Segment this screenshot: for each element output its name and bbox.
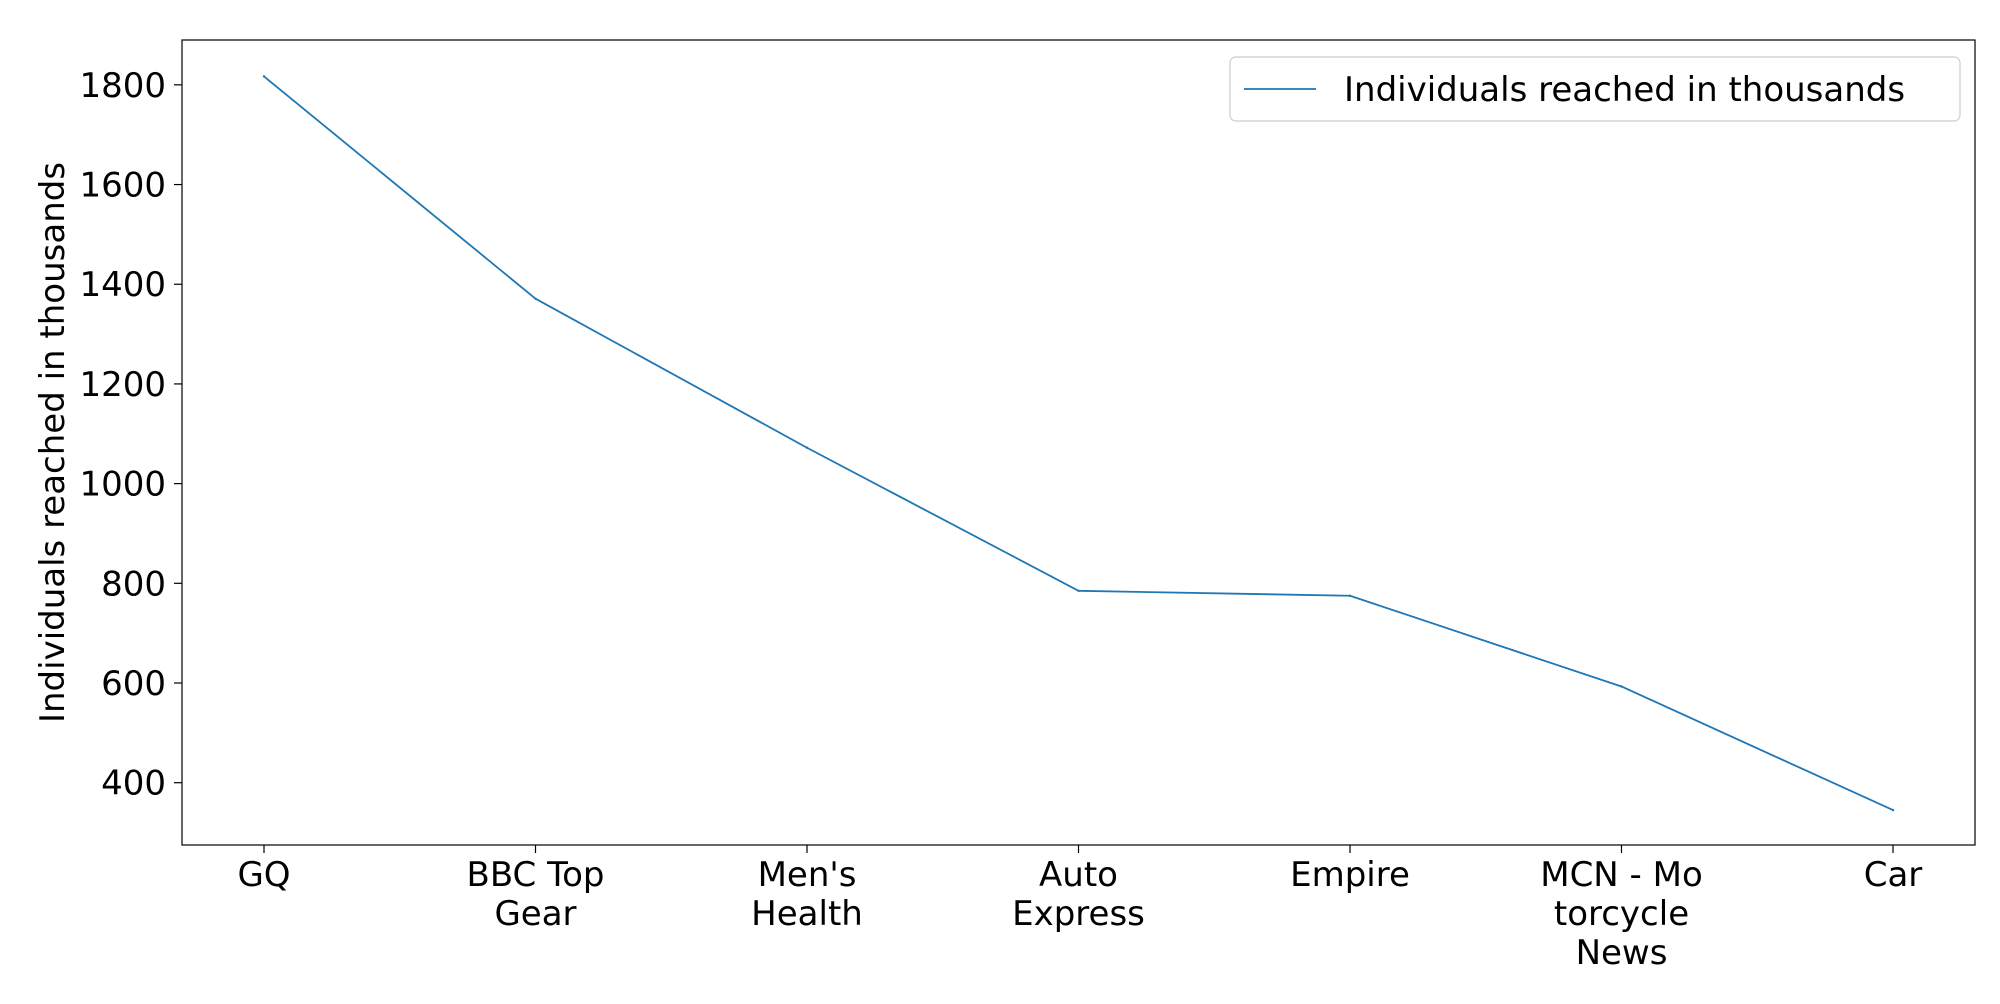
x-tick-label-line: MCN - Mo	[1540, 855, 1703, 895]
data-point-0	[262, 75, 266, 78]
legend: Individuals reached in thousands	[1229, 56, 1961, 122]
x-tick-label-4: Empire	[1290, 855, 1410, 895]
x-tick-label-line: Health	[751, 894, 863, 934]
y-tick-label-800: 800	[101, 564, 166, 604]
y-tick-label-1200: 1200	[79, 365, 166, 405]
data-point-3	[1077, 589, 1080, 592]
y-tick-label-400: 400	[101, 764, 166, 804]
x-tick-label-line: Empire	[1290, 855, 1410, 895]
y-tick-label-1400: 1400	[79, 265, 166, 305]
y-tick-label-1800: 1800	[79, 66, 166, 106]
data-point-6	[1891, 808, 1895, 812]
y-tick-label-1600: 1600	[79, 166, 166, 206]
x-tick-label-line: News	[1576, 933, 1668, 973]
data-point-1	[534, 297, 537, 300]
y-tick-label-1000: 1000	[79, 465, 166, 505]
y-tick-label-600: 600	[101, 664, 166, 704]
x-tick-label-line: Express	[1012, 894, 1145, 934]
y-axis-label: Individuals reached in thousands	[33, 162, 73, 723]
plot-layer	[262, 75, 1895, 812]
data-point-4	[1348, 594, 1352, 597]
axes-layer: 400 600 800 1000 1200 1400 1600 1800 GQ BBC TopGe…	[33, 39, 1976, 973]
x-tick-label-line: torcycle	[1554, 894, 1689, 934]
x-tick-label-line: Gear	[494, 894, 576, 934]
x-tick-label-line: GQ	[237, 855, 290, 895]
legend-box	[1229, 56, 1961, 122]
x-tick-label-line: Men's	[758, 855, 857, 895]
x-tick-label-line: Car	[1864, 855, 1923, 895]
series-line-0	[263, 75, 1894, 811]
x-tick-label-6: Car	[1864, 855, 1923, 895]
data-point-2	[805, 446, 809, 449]
x-tick-label-0: GQ	[237, 855, 290, 895]
x-tick-label-line: BBC Top	[467, 855, 605, 895]
legend-label-0: Individuals reached in thousands	[1344, 70, 1905, 110]
data-point-5	[1620, 685, 1623, 688]
x-tick-label-line: Auto	[1039, 855, 1118, 895]
